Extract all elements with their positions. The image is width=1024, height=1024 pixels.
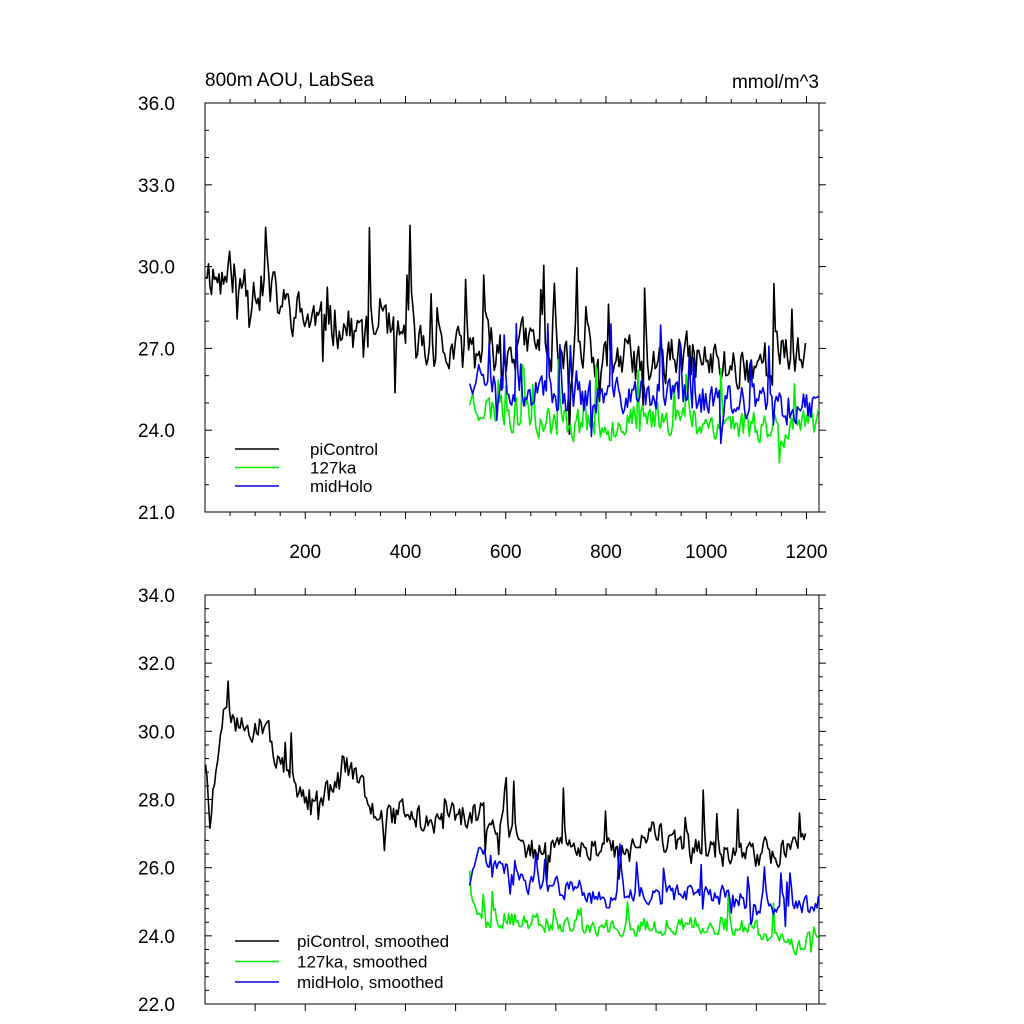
top-title-right: mmol/m^3 [732, 72, 819, 93]
y-tick-label: 28.0 [138, 791, 175, 812]
y-tick-label: 30.0 [138, 258, 175, 279]
x-tick-label: 600 [490, 542, 522, 563]
legend-label: piControl, smoothed [297, 932, 449, 951]
y-tick-label: 24.0 [138, 421, 175, 442]
top-series-lines [205, 224, 820, 464]
y-tick-label: 34.0 [138, 586, 175, 607]
legend-label: midHolo [310, 477, 372, 496]
x-tick-label: 400 [390, 542, 422, 563]
bottom-panel: 22.0 24.0 26.0 28.0 30.0 32.0 34.0 piControl, … [138, 586, 826, 1016]
y-tick-label: 24.0 [138, 927, 175, 948]
y-tick-label: 33.0 [138, 176, 175, 197]
legend-label: 127ka, smoothed [297, 953, 427, 972]
legend-label: midHolo, smoothed [297, 973, 443, 992]
y-tick-label: 26.0 [138, 859, 175, 880]
series-line-127ka [468, 358, 820, 464]
series-line-picontrol-smoothed [204, 680, 807, 883]
top-plot-frame [204, 102, 820, 513]
x-tick-label: 1200 [785, 542, 827, 563]
top-axis-ticks: 21.0 24.0 27.0 30.0 33.0 36.0 200 400 600 800 1000… [138, 94, 828, 563]
legend-label: 127ka [310, 459, 357, 478]
bottom-series-lines [204, 680, 820, 956]
x-tick-label: 800 [590, 542, 622, 563]
y-tick-label: 36.0 [138, 94, 175, 115]
bottom-axis-ticks: 22.0 24.0 26.0 28.0 30.0 32.0 34.0 [138, 586, 826, 1016]
series-line-127ka-smoothed [468, 870, 819, 956]
top-title-left: 800m AOU, LabSea [205, 70, 374, 91]
x-tick-label: 200 [289, 542, 321, 563]
bottom-legend: piControl, smoothed 127ka, smoothedmidHol… [235, 932, 449, 992]
y-tick-label: 22.0 [138, 995, 175, 1016]
y-tick-label: 32.0 [138, 654, 175, 675]
series-line-midholo [468, 322, 819, 445]
top-panel: 800m AOU, LabSea mmol/m^3 21.0 24.0 27.0 30… [138, 70, 828, 563]
x-tick-label: 1000 [685, 542, 727, 563]
y-tick-label: 27.0 [138, 339, 175, 360]
legend-label: piControl [310, 440, 378, 459]
y-tick-label: 30.0 [138, 722, 175, 743]
y-tick-label: 21.0 [138, 503, 175, 524]
series-line-midholo-smoothed [468, 843, 820, 928]
